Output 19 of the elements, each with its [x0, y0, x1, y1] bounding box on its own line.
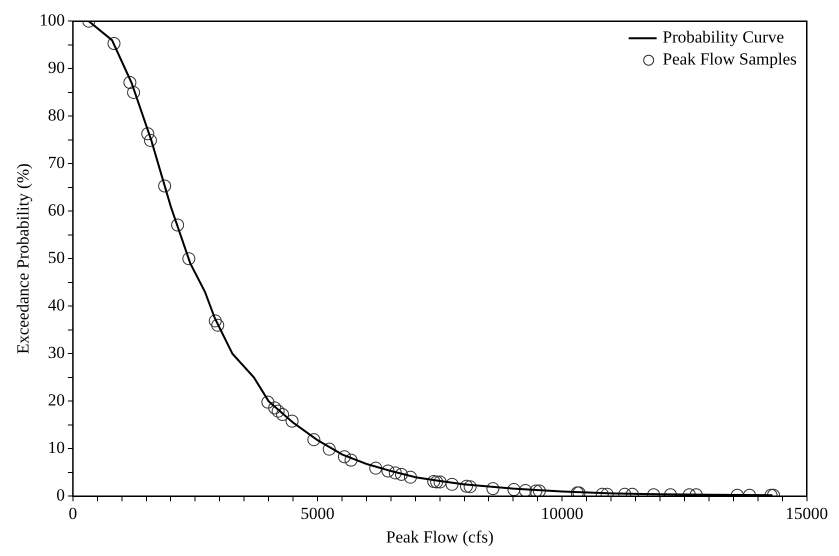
y-tick-label: 0 [56, 486, 65, 505]
y-tick-label: 50 [48, 248, 65, 268]
legend-label: Peak Flow Samples [662, 50, 797, 69]
x-tick-label: 15000 [786, 504, 828, 523]
y-tick-label: 90 [48, 58, 65, 78]
y-tick-label: 80 [48, 106, 65, 125]
x-tick-label: 5000 [300, 504, 335, 523]
y-axis-title: Exceedance Probability (%) [14, 163, 33, 354]
legend-label: Probability Curve [662, 28, 784, 47]
y-tick-label: 60 [48, 200, 65, 220]
y-tick-label: 40 [48, 296, 65, 315]
y-tick-label: 20 [48, 390, 65, 410]
x-tick-label: 10000 [540, 504, 584, 523]
x-axis-title: Peak Flow (cfs) [386, 527, 494, 546]
y-tick-label: 100 [39, 10, 65, 30]
x-tick-label: 0 [68, 504, 78, 523]
y-tick-label: 30 [48, 343, 65, 362]
y-tick-label: 10 [48, 438, 65, 458]
y-tick-label: 70 [48, 153, 65, 172]
